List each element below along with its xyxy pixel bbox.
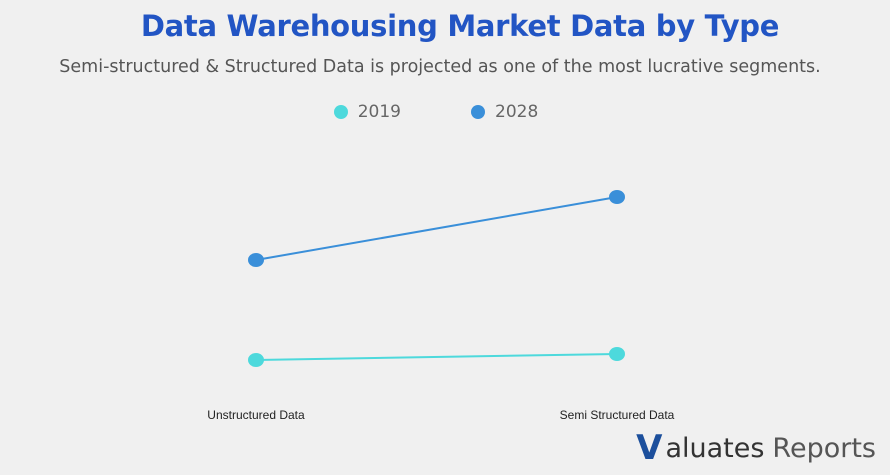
data-point-2019-0[interactable] [248, 353, 264, 367]
x-tick-label-1: Semi Structured Data [560, 408, 675, 422]
data-point-2028-1[interactable] [609, 190, 625, 204]
legend-item-2028[interactable]: 2028 [423, 102, 538, 122]
data-point-2028-0[interactable] [248, 253, 264, 267]
data-point-2019-1[interactable] [609, 347, 625, 361]
chart-title: Data Warehousing Market Data by Type [140, 9, 780, 43]
brand-logo: V aluates Reports [636, 431, 876, 465]
brand-suffix: Reports [772, 432, 876, 464]
chart-subtitle: Semi-structured & Structured Data is pro… [59, 57, 821, 77]
series-line-2028 [255, 196, 618, 261]
x-tick-label-0: Unstructured Data [207, 408, 305, 422]
chart-legend: 2019 2028 [0, 102, 890, 122]
series-line-2019 [255, 353, 618, 361]
legend-marker-2028 [471, 105, 485, 119]
legend-marker-2019 [333, 105, 348, 119]
legend-label-2028: 2028 [495, 102, 539, 122]
brand-word: aluates [665, 432, 765, 464]
legend-item-2019[interactable]: 2019 [333, 102, 401, 122]
brand-mark-icon: V [636, 428, 663, 468]
legend-label-2019: 2019 [357, 102, 401, 122]
